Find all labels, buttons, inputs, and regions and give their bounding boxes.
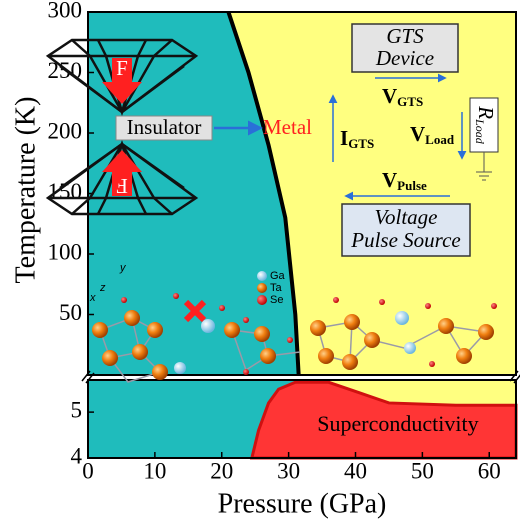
cross bbox=[183, 299, 207, 323]
y-tick-label: 200 bbox=[48, 118, 83, 143]
v-load-label: VLoad bbox=[410, 122, 455, 147]
i-main: I bbox=[340, 126, 348, 150]
atom-legend: Se bbox=[270, 294, 283, 306]
x-tick-label: 20 bbox=[210, 458, 233, 483]
y-tick-label: 50 bbox=[59, 300, 82, 325]
y-tick-label: 150 bbox=[48, 179, 83, 204]
v-main: V bbox=[382, 168, 397, 192]
v-sub: Pulse bbox=[397, 178, 427, 193]
r-main: R bbox=[474, 105, 498, 119]
diamond-anvil bbox=[45, 38, 199, 216]
source-label: Voltage bbox=[375, 205, 438, 229]
atoms bbox=[92, 271, 497, 380]
insulator-label: Insulator bbox=[127, 115, 202, 139]
device-label: Device bbox=[375, 46, 434, 70]
x-tick-label: 50 bbox=[411, 458, 434, 483]
metal-label: Metal bbox=[263, 115, 312, 139]
dome-label: Superconductivity bbox=[317, 411, 478, 436]
force-arrow bbox=[102, 58, 142, 104]
force-label: F bbox=[116, 174, 128, 198]
y-axis-label: Temperature (K) bbox=[10, 97, 41, 284]
v-main: V bbox=[382, 84, 397, 108]
axis-break bbox=[81, 370, 95, 384]
y-tick-label: 300 bbox=[48, 0, 83, 22]
force-arrow bbox=[102, 150, 142, 196]
phase-boundary bbox=[226, 11, 301, 376]
axes-frame bbox=[87, 379, 517, 459]
v-main: V bbox=[410, 122, 425, 146]
v-gts-label: VGTS bbox=[382, 84, 423, 109]
r-load-label: RLoad bbox=[473, 105, 498, 145]
source-box bbox=[341, 203, 471, 257]
ground bbox=[476, 152, 492, 181]
x-tick-label: 60 bbox=[478, 458, 501, 483]
i-gts-label: IGTS bbox=[340, 126, 374, 151]
axis-letter: x bbox=[89, 292, 96, 304]
v-sub: Load bbox=[425, 132, 455, 147]
i-sub: GTS bbox=[348, 136, 374, 151]
x-tick-label: 40 bbox=[344, 458, 367, 483]
source-label: Pulse Source bbox=[350, 228, 460, 252]
v-pulse-label: VPulse bbox=[382, 168, 427, 193]
x-tick-label: 30 bbox=[277, 458, 300, 483]
device-label: GTS bbox=[386, 24, 424, 48]
insulator-box bbox=[115, 115, 213, 141]
x-axis-label: Pressure (GPa) bbox=[218, 488, 387, 519]
y-tick-label: 100 bbox=[48, 239, 83, 264]
x-tick-label: 10 bbox=[143, 458, 166, 483]
r-sub: Load bbox=[473, 118, 487, 145]
load-box bbox=[469, 97, 499, 153]
insulator-region bbox=[88, 12, 299, 375]
insets: F F Insulator Metal GTS Device VGTS IGTS… bbox=[45, 23, 499, 383]
device-box bbox=[351, 23, 459, 73]
atom-legend: Ga bbox=[270, 270, 286, 282]
axis-break bbox=[509, 370, 520, 384]
x-tick-label: 0 bbox=[82, 458, 94, 483]
y-tick-label: 4 bbox=[71, 443, 83, 468]
axis-letter: y bbox=[119, 262, 127, 274]
v-sub: GTS bbox=[397, 94, 423, 109]
y-tick-label: 5 bbox=[71, 397, 83, 422]
force-label: F bbox=[116, 56, 128, 80]
atom-legend: Ta bbox=[270, 282, 283, 294]
axis-letter: z bbox=[99, 282, 106, 294]
